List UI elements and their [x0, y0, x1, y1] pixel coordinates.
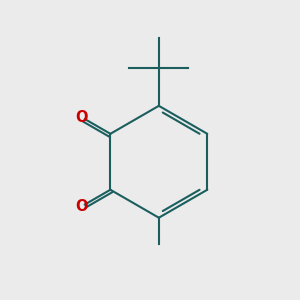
Text: O: O	[76, 110, 88, 125]
Text: O: O	[76, 199, 88, 214]
